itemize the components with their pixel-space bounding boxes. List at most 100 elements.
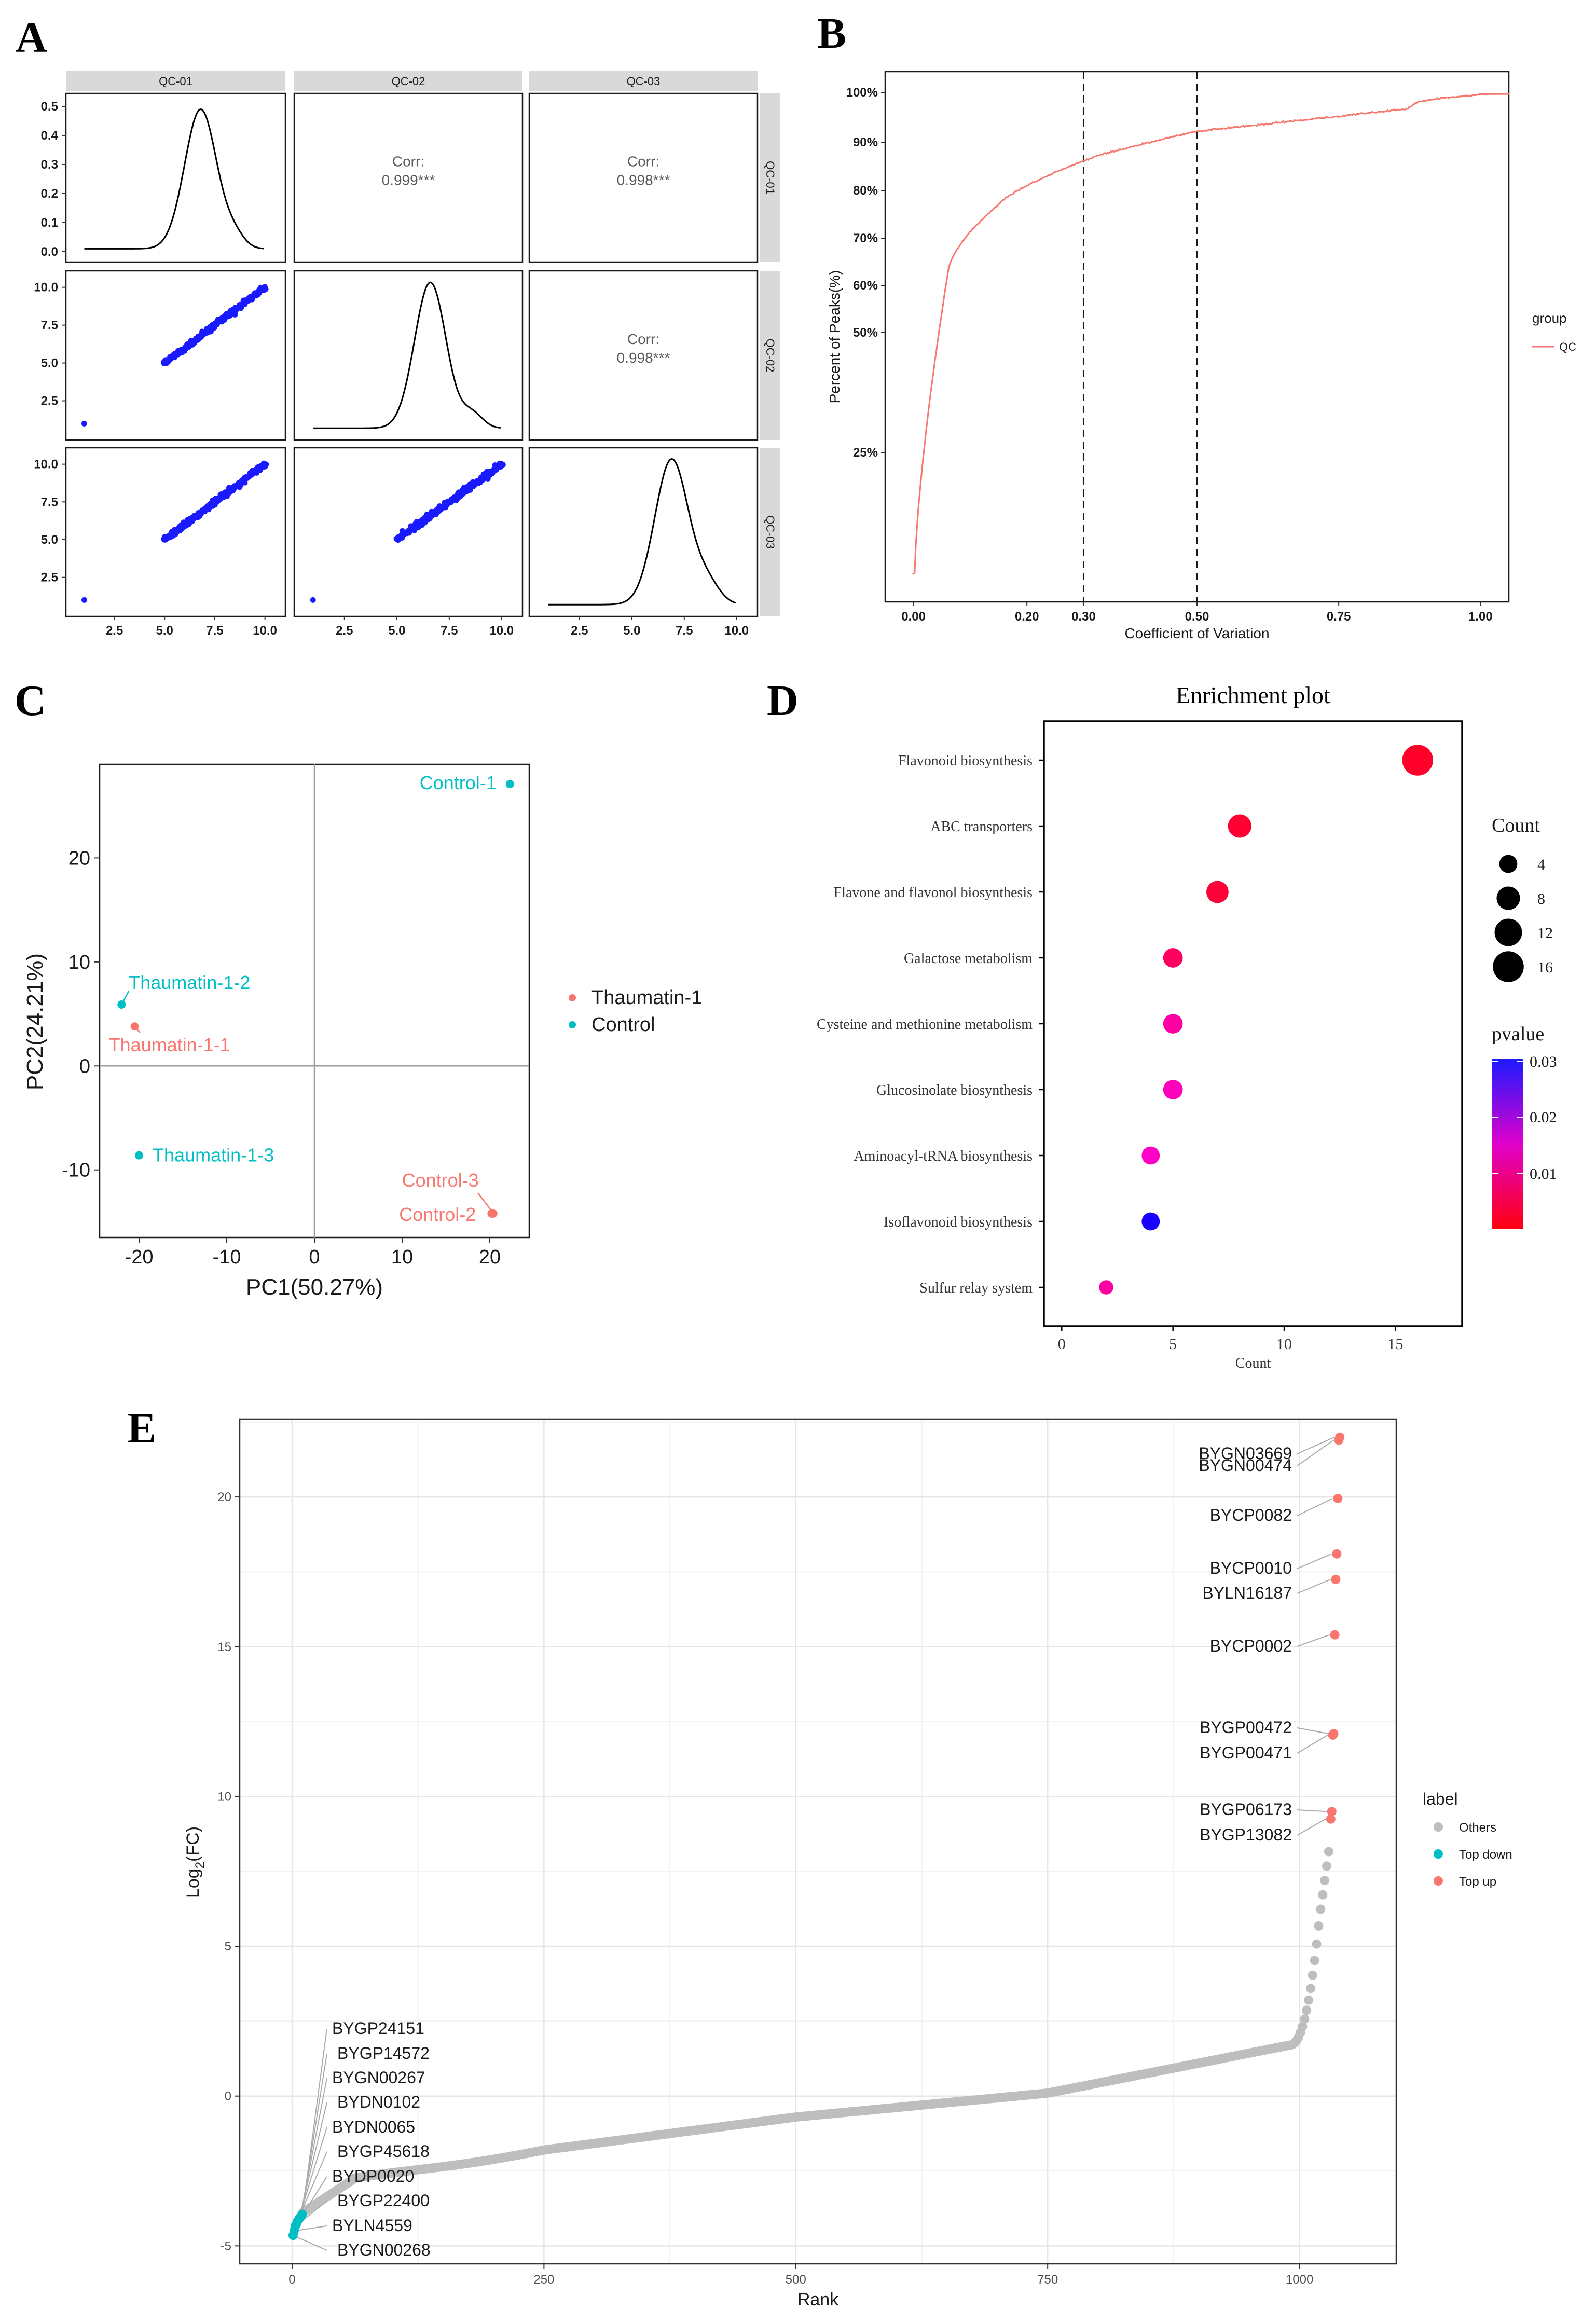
gene-label-up: BYGP06173 xyxy=(1200,1800,1292,1819)
legend-count-label: 16 xyxy=(1537,959,1553,976)
rank-point-up xyxy=(1331,1574,1341,1584)
strip-right-bg xyxy=(760,271,780,440)
y-tick-label: 80% xyxy=(853,184,878,198)
y-tick-label: 0.3 xyxy=(41,158,58,172)
x-tick-label: 20 xyxy=(479,1246,501,1268)
legend-key xyxy=(569,994,576,1001)
gene-label-up: BYGN00474 xyxy=(1199,1456,1292,1475)
panel-d-enrichment-plot: Enrichment plot Flavonoid biosynthesis ABC… xyxy=(817,682,1557,1371)
y-tick-label: 10 xyxy=(68,952,90,973)
x-tick-label: 0 xyxy=(288,2273,295,2287)
density-curve xyxy=(84,108,264,250)
strip-top-label: QC-03 xyxy=(627,75,661,88)
enrichment-dot xyxy=(1099,1280,1113,1295)
label-connector xyxy=(298,2102,327,2219)
legend-label: Control xyxy=(591,1014,655,1036)
cv-series-line xyxy=(912,93,1509,575)
y-tick-label: 2.5 xyxy=(41,394,58,408)
y-tick-label: -5 xyxy=(221,2239,231,2253)
y-tick-label: 5.0 xyxy=(41,356,58,370)
corr-label: Corr: xyxy=(627,331,659,347)
panel-letter-d: D xyxy=(767,677,799,725)
colorbar-label: 0.02 xyxy=(1530,1109,1557,1126)
rank-point-other xyxy=(1304,1995,1314,2005)
strip-top-label: QC-01 xyxy=(159,75,192,88)
pathway-label: Aminoacyl-tRNA biosynthesis xyxy=(854,1148,1033,1164)
density-curve xyxy=(548,458,736,606)
legend-title: group xyxy=(1532,310,1567,326)
pathway-label: Cysteine and methionine metabolism xyxy=(817,1016,1033,1033)
label-connector xyxy=(1297,1735,1328,1754)
pca-point xyxy=(505,780,514,789)
rank-point-other xyxy=(1314,1921,1324,1931)
gene-label-down: BYGN00268 xyxy=(337,2240,431,2259)
strip-right-label: QC-03 xyxy=(764,515,777,549)
corr-value: 0.999*** xyxy=(382,172,435,188)
y-tick-label: 7.5 xyxy=(41,495,58,509)
pathway-label: Sulfur relay system xyxy=(919,1280,1033,1296)
pca-point-label: Control-1 xyxy=(420,772,497,793)
x-tick-label: 15 xyxy=(1387,1336,1403,1353)
rank-point-other xyxy=(1318,1890,1328,1900)
y-tick-label: 2.5 xyxy=(41,571,58,585)
pca-point xyxy=(487,1209,496,1218)
outlier-point xyxy=(310,597,316,603)
x-tick-label: -20 xyxy=(125,1246,154,1268)
outlier-point xyxy=(81,597,87,603)
legend-count-title: Count xyxy=(1492,815,1540,836)
y-tick-label: -10 xyxy=(62,1160,90,1181)
rank-point-up xyxy=(1327,1807,1337,1817)
y-tick-label: 100% xyxy=(846,86,878,100)
label-connector xyxy=(1297,1578,1331,1594)
pathway-label: Glucosinolate biosynthesis xyxy=(876,1082,1033,1098)
label-connector xyxy=(1297,1727,1329,1735)
scatter-point xyxy=(263,286,269,292)
x-tick-label: 0.50 xyxy=(1185,610,1209,624)
strip-top-bg xyxy=(529,71,758,91)
pca-point xyxy=(117,1000,126,1009)
rank-point-other xyxy=(1312,1939,1322,1949)
legend-count-label: 4 xyxy=(1537,856,1545,873)
rank-point-other xyxy=(1316,1904,1326,1914)
y-tick-label: 10.0 xyxy=(34,458,58,472)
x-tick-label: 10 xyxy=(1276,1336,1292,1353)
y-tick-label: 60% xyxy=(853,279,878,293)
gene-label-up: BYGP00472 xyxy=(1200,1718,1292,1737)
strip-right-bg xyxy=(760,93,780,262)
x-tick-label: 250 xyxy=(533,2273,554,2287)
colorbar-label: 0.03 xyxy=(1530,1053,1557,1070)
x-tick-label: 5.0 xyxy=(156,624,173,638)
pca-point xyxy=(130,1022,139,1031)
label-connector xyxy=(1297,1498,1333,1516)
pca-point-label: Control-3 xyxy=(402,1170,479,1191)
y-tick-label: 5 xyxy=(225,1940,231,1954)
legend-count-key xyxy=(1493,951,1524,982)
panel-letter-e: E xyxy=(127,1404,156,1452)
enrichment-dot xyxy=(1402,745,1434,776)
rank-point-up xyxy=(1333,1493,1343,1503)
panel-e-rank-plot: BYGP24151 BYGP14572 BYGN00267 BYDN0102 BYDN0… xyxy=(183,1418,1512,2310)
y-tick-label: 10.0 xyxy=(34,281,58,295)
rank-point-other xyxy=(1324,1847,1333,1857)
panel-letter-a: A xyxy=(16,13,47,62)
legend-count-key xyxy=(1499,855,1518,873)
x-axis-title: Rank xyxy=(797,2290,839,2310)
density-curve xyxy=(313,281,501,429)
x-tick-label: 0 xyxy=(309,1246,320,1268)
scatter-point xyxy=(263,461,269,468)
x-tick-label: 0.20 xyxy=(1015,610,1039,624)
facet-panel xyxy=(65,92,286,263)
panel-b-cv-plot: 100% 90% 80% 70% 60% 50% 25% 0.00 0.20 0.30 0.50 0.… xyxy=(827,71,1576,641)
gene-label-up: BYGN03669 xyxy=(1199,1444,1292,1463)
x-tick-label: 10.0 xyxy=(724,624,749,638)
y-tick-label: 90% xyxy=(853,135,878,149)
panel-letter-c: C xyxy=(15,677,46,725)
corr-value: 0.998*** xyxy=(617,350,670,366)
strip-right-label: QC-02 xyxy=(764,339,777,373)
gene-label-up: BYCP0002 xyxy=(1210,1637,1292,1655)
gene-label-up: BYLN16187 xyxy=(1202,1584,1292,1602)
legend-label: Top down xyxy=(1459,1848,1512,1862)
y-axis-title: Log2(FC) xyxy=(183,1826,207,1898)
y-tick-label: 20 xyxy=(68,847,90,869)
panel-c-pca-plot: -20 -10 0 10 2020100-10PC1(50.27%)PC2(24.21%… xyxy=(22,763,702,1300)
